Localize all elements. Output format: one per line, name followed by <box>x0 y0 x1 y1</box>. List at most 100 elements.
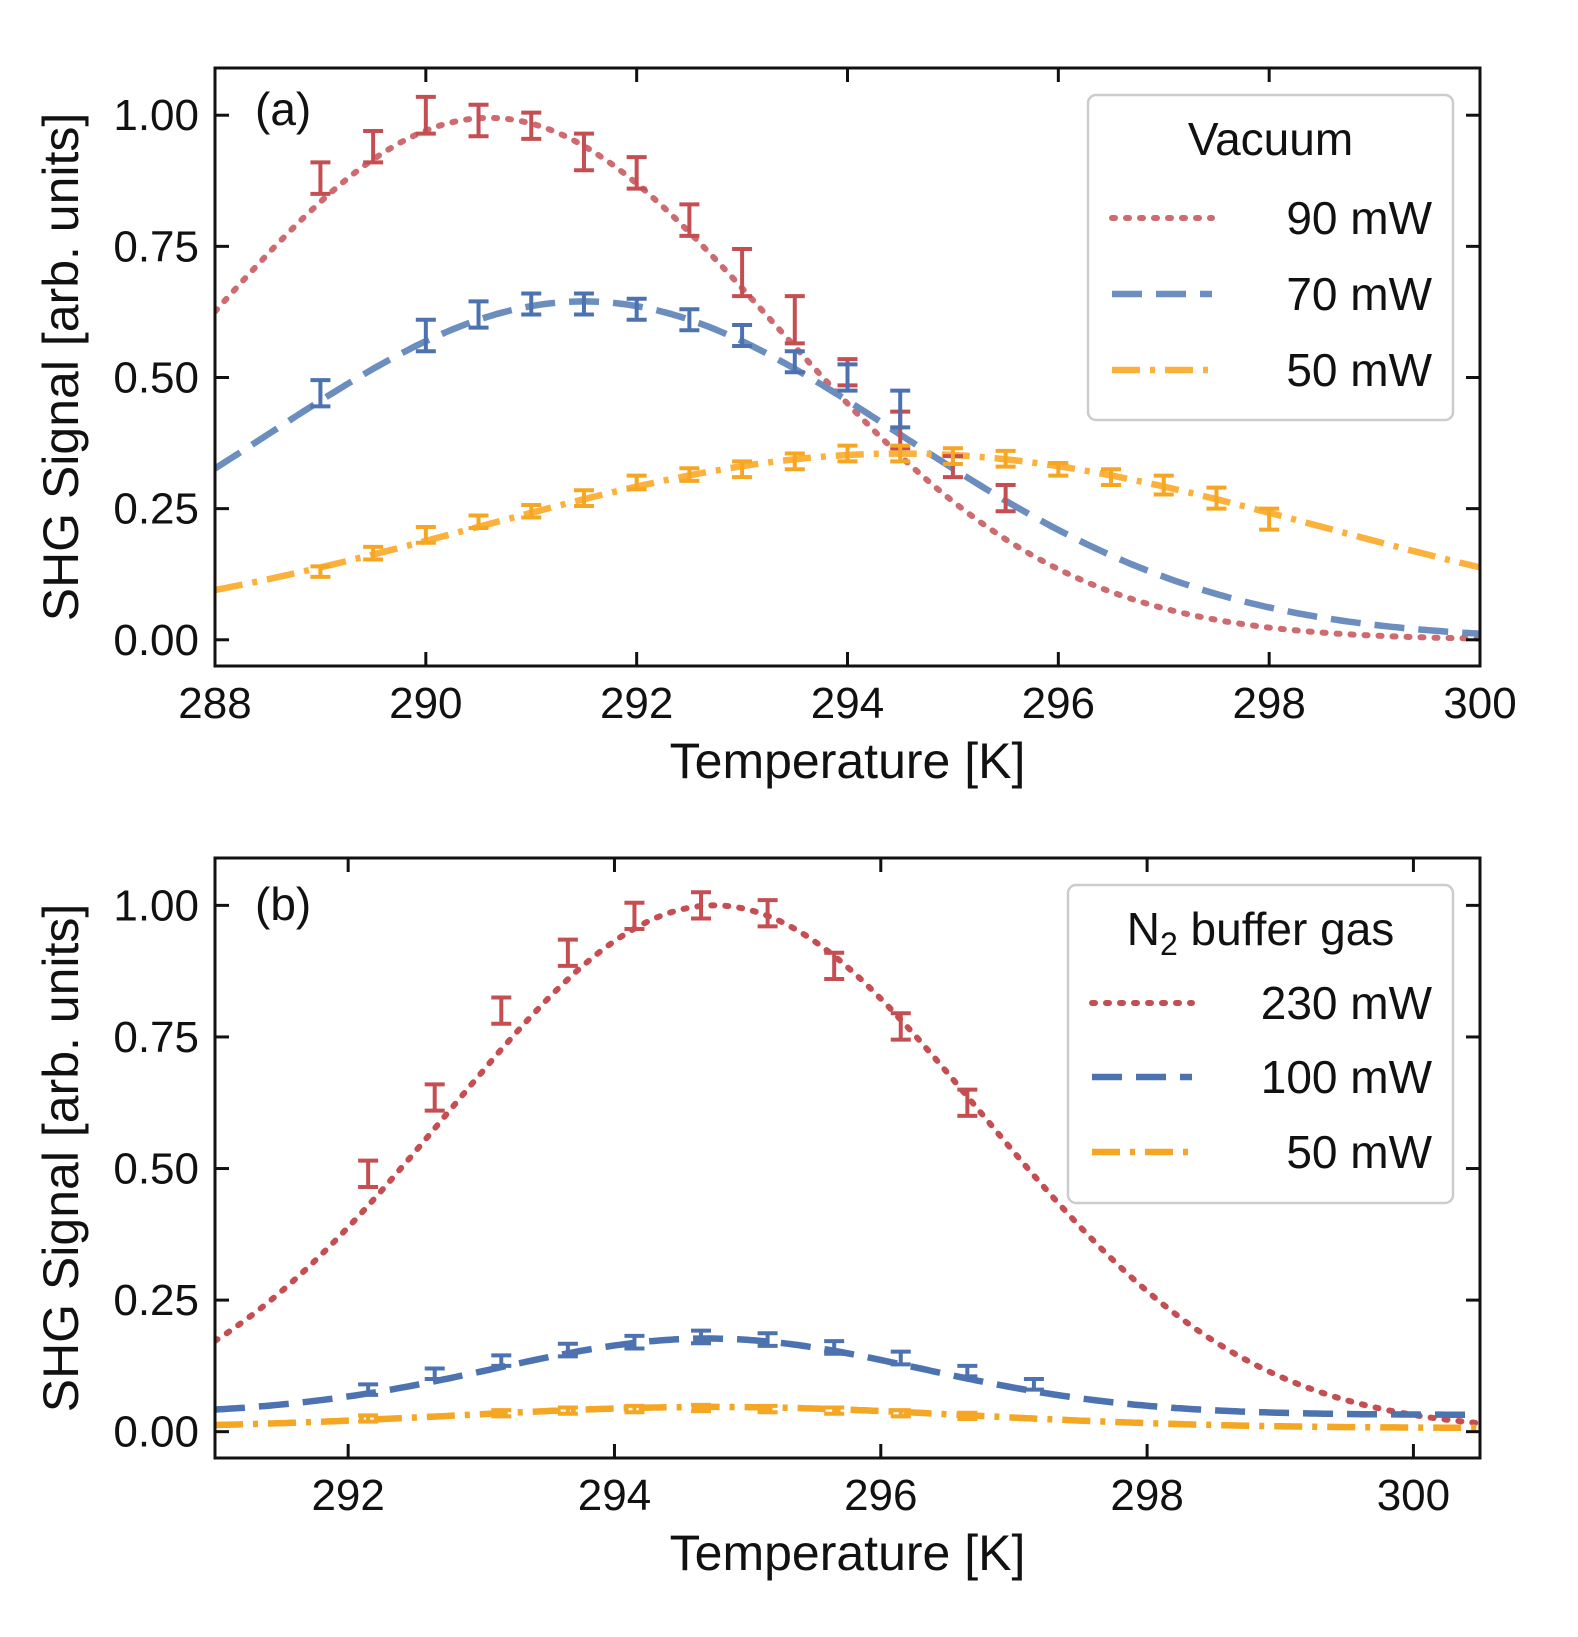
error-bar <box>468 513 489 531</box>
error-bar <box>415 94 436 136</box>
error-bar <box>824 1339 845 1356</box>
plot-frame <box>213 856 1482 1460</box>
error-bar <box>626 473 647 492</box>
x-tick-label: 292 <box>311 1471 384 1520</box>
error-bar <box>358 1413 379 1424</box>
legend-entry-label: 230 mW <box>1261 977 1433 1029</box>
x-axis-label: Temperature [K] <box>670 733 1026 789</box>
error-bar <box>784 294 805 346</box>
error-bar <box>310 564 331 579</box>
error-bar <box>468 102 489 139</box>
error-bar <box>890 1408 911 1419</box>
error-bar <box>310 160 331 196</box>
fit-curve-50-mw <box>215 1403 1480 1432</box>
data-points-50-mw <box>310 443 1280 579</box>
error-bar <box>557 937 578 968</box>
error-bar <box>1206 485 1227 511</box>
error-bar <box>1259 506 1280 532</box>
error-bar <box>424 1366 445 1382</box>
error-bar <box>491 995 512 1026</box>
y-tick-label: 0.75 <box>113 222 199 271</box>
x-tick-label: 300 <box>1377 1471 1450 1520</box>
y-tick-label: 0.25 <box>113 1276 199 1325</box>
panel-b: 292 294 296 298 300 0.00 0.25 0.50 0.75 1.00 Tempe… <box>33 856 1482 1581</box>
error-bar <box>468 299 489 330</box>
data-points-90-mw <box>310 94 1016 514</box>
error-bar <box>624 900 645 932</box>
x-tick-label: 300 <box>1443 679 1516 728</box>
fit-curve-230-mw <box>215 902 1480 1427</box>
error-bar <box>626 155 647 191</box>
x-tick-label: 292 <box>600 679 673 728</box>
error-bar <box>995 448 1016 469</box>
error-bar <box>521 110 542 141</box>
x-tick-label: 296 <box>1022 679 1095 728</box>
error-bar <box>491 1408 512 1419</box>
error-bar <box>757 1403 778 1415</box>
x-tick-label: 298 <box>1110 1471 1183 1520</box>
error-bar <box>732 323 753 349</box>
error-bar <box>890 388 911 430</box>
error-bar <box>491 1353 512 1368</box>
panel-label: (a) <box>255 83 311 135</box>
error-bar <box>757 898 778 929</box>
x-tick-label: 294 <box>578 1471 651 1520</box>
fit-curve-100-mw <box>215 1335 1480 1418</box>
error-bar <box>521 291 542 317</box>
error-bar <box>358 1158 379 1189</box>
error-bar <box>957 1087 978 1118</box>
error-bar <box>837 362 858 393</box>
legend-title: N2 buffer gas <box>1127 903 1395 962</box>
panel-label: (b) <box>255 878 311 930</box>
x-axis-label: Temperature [K] <box>670 1525 1026 1581</box>
data-points-70-mw <box>310 291 911 430</box>
legend-entry-label: 90 mW <box>1286 192 1432 244</box>
x-tick-label: 298 <box>1232 679 1305 728</box>
data-points-230-mw <box>358 890 978 1189</box>
data-points-50-mw <box>358 1402 978 1424</box>
y-tick-label: 1.00 <box>113 881 199 930</box>
legend: N2 buffer gas 230 mW 100 mW 50 mW <box>1066 883 1455 1205</box>
y-tick-label: 0.00 <box>113 1408 199 1457</box>
error-bar <box>784 349 805 375</box>
error-bar <box>732 246 753 299</box>
error-bar <box>691 890 712 921</box>
legend-title-suffix: buffer gas <box>1178 903 1395 955</box>
error-bar <box>573 488 594 509</box>
legend-title: Vacuum <box>1188 113 1353 165</box>
legend-entry-label: 100 mW <box>1261 1051 1433 1103</box>
error-bar <box>557 1341 578 1359</box>
legend-entry-label: 50 mW <box>1286 1126 1432 1178</box>
plot-area <box>215 94 1480 642</box>
plot-area <box>215 890 1480 1432</box>
error-bar <box>415 524 436 545</box>
error-bar <box>1153 473 1174 497</box>
x-tick-label: 290 <box>389 679 462 728</box>
error-bar <box>521 502 542 520</box>
error-bar <box>573 131 594 173</box>
y-tick-label: 0.00 <box>113 616 199 665</box>
error-bar <box>1101 467 1122 488</box>
error-bar <box>784 451 805 472</box>
error-bar <box>732 459 753 480</box>
error-bar <box>626 296 647 322</box>
y-tick-label: 1.00 <box>113 91 199 140</box>
error-bar <box>624 1403 645 1415</box>
legend-entry-label: 70 mW <box>1286 268 1432 320</box>
error-bar <box>757 1331 778 1348</box>
error-bar <box>573 291 594 317</box>
error-bar <box>942 446 963 467</box>
y-tick-label: 0.75 <box>113 1013 199 1062</box>
y-tick-label: 0.50 <box>113 353 199 402</box>
error-bar <box>957 1363 978 1379</box>
error-bar <box>890 1349 911 1367</box>
error-bar <box>995 483 1016 514</box>
legend-box <box>1086 93 1455 422</box>
y-axis-label: SHG Signal [arb. units] <box>33 904 89 1413</box>
error-bar <box>363 544 384 562</box>
error-bar <box>1048 460 1069 478</box>
legend-box <box>1066 883 1455 1205</box>
error-bar <box>679 202 700 238</box>
error-bar <box>1023 1377 1044 1392</box>
